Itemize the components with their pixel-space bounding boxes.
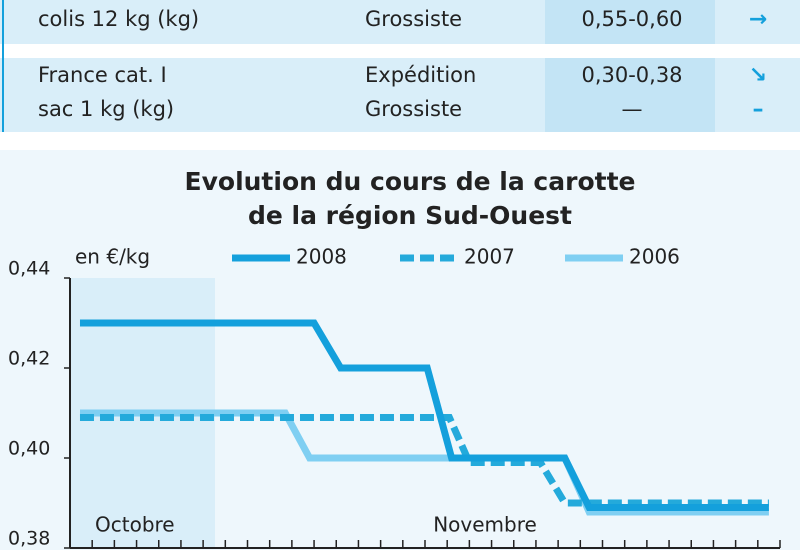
table-cell: – [753,97,764,122]
y-tick-label: 0,44 [8,258,50,280]
table-cell: sac 1 kg (kg) [38,97,174,121]
table-cell: Grossiste [365,97,462,121]
y-tick-label: 0,42 [8,348,50,370]
table-cell: Grossiste [365,7,462,31]
table-cell: 0,30-0,38 [581,63,682,87]
table-cell: Expédition [365,63,476,87]
month-label: Octobre [95,513,175,537]
table: colis 12 kg (kg) Grossiste 0,55-0,60 → Franc… [38,7,767,122]
y-tick-label: 0,40 [8,438,50,460]
price-column-bg [545,0,715,132]
row-separator [0,44,800,58]
table-cell: 0,55-0,60 [581,7,682,31]
y-axis-label: en €/kg [75,245,150,269]
chart-title: Evolution du cours de la carotte [185,167,636,196]
table-cell: ↘ [749,63,767,88]
legend-label: 2008 [296,245,347,269]
table-cell: — [622,97,643,121]
table-cell: France cat. I [38,63,167,87]
legend-label: 2007 [464,245,515,269]
chart: Evolution du cours de la carotte de la ré… [8,167,781,550]
series-line [79,409,769,516]
series-line [79,319,769,511]
chart-title: de la région Sud-Ouest [248,201,572,230]
table-cell: → [749,7,767,32]
month-label: Novembre [433,513,537,537]
series-line [79,414,769,507]
table-cell: colis 12 kg (kg) [38,7,199,31]
y-tick-label: 0,38 [8,528,50,550]
legend-label: 2006 [629,245,680,269]
